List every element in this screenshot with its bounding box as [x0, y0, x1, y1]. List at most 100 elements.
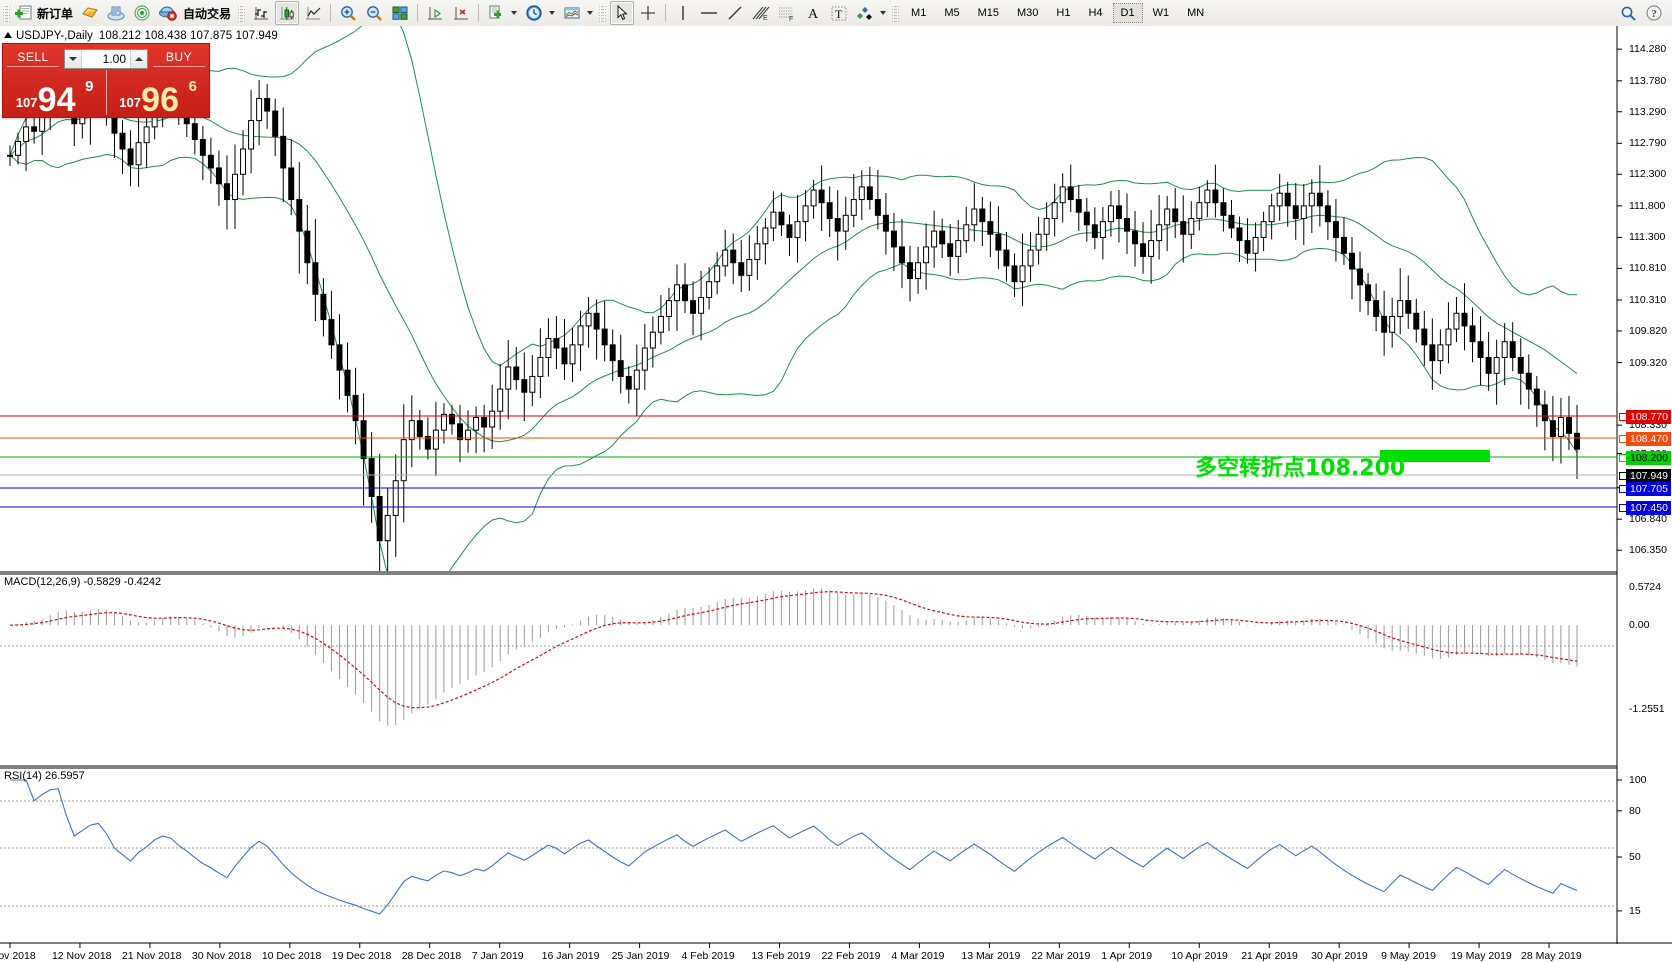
svg-text:F: F: [789, 16, 793, 22]
volume-decrement-button[interactable]: [65, 49, 82, 68]
chart-canvas[interactable]: [0, 26, 1672, 948]
indicators-icon[interactable]: [560, 1, 584, 25]
price-axis-tick-112300: 112.300: [1629, 168, 1667, 181]
cursor-icon[interactable]: [610, 1, 635, 25]
tab-timeframe-d1[interactable]: D1: [1112, 3, 1143, 23]
level-handle-resistance-2[interactable]: [1619, 435, 1627, 443]
price-axis-tick-106840: 106.840: [1629, 513, 1667, 526]
collapse-triangle-icon[interactable]: [4, 32, 12, 38]
text-object-icon[interactable]: T: [827, 1, 851, 25]
volume-increment-button[interactable]: [130, 49, 147, 68]
chart-symbol-header: USDJPY-,Daily 108.212 108.438 107.875 107…: [4, 30, 278, 42]
chevron-down-icon-4[interactable]: [880, 11, 887, 15]
zoom-in-icon[interactable]: [336, 1, 360, 25]
search-icon[interactable]: [1616, 1, 1640, 25]
chart-area[interactable]: USDJPY-,Daily 108.212 108.438 107.875 107…: [0, 26, 1672, 962]
price-level-tag-resistance-2[interactable]: 108.470: [1626, 432, 1671, 446]
level-handle-last-price[interactable]: [1619, 472, 1627, 480]
toolbar-separator-2: [417, 4, 419, 22]
bar-chart-icon[interactable]: [249, 1, 273, 25]
fibonacci-icon[interactable]: F: [775, 1, 799, 25]
autotrading-label[interactable]: 自动交易: [183, 6, 232, 21]
time-axis-label: 13 Mar 2019: [961, 950, 1021, 962]
macd-axis-tick-000: 0.00: [1629, 619, 1650, 632]
data-window-icon[interactable]: [104, 1, 128, 25]
time-axis-label: 9 May 2019: [1381, 950, 1436, 962]
chart-ohlc-values: 108.212 108.438 107.875 107.949: [98, 30, 278, 42]
auto-scroll-icon[interactable]: [449, 1, 473, 25]
time-axis-label: 28 May 2019: [1521, 950, 1582, 962]
rsi-axis-tick-80: 80: [1629, 804, 1641, 817]
macd-indicator-label[interactable]: MACD(12,26,9) -0.5829 -0.4242: [4, 576, 162, 588]
shapes-icon[interactable]: [853, 1, 877, 25]
time-axis-label: 1 Apr 2019: [1101, 950, 1153, 962]
tab-timeframe-w1[interactable]: W1: [1152, 7, 1170, 19]
templates-icon[interactable]: [484, 1, 508, 25]
time-axis-label: 22 Mar 2019: [1031, 950, 1091, 962]
one-click-trade-panel[interactable]: SELL 1.00 BUY 107 94 9 107 96 6: [2, 43, 210, 118]
buy-button[interactable]: BUY: [153, 50, 205, 67]
signals-icon[interactable]: [130, 1, 154, 25]
price-axis-tick-114280: 114.280: [1629, 43, 1667, 56]
time-axis-label: 10 Apr 2019: [1171, 950, 1228, 962]
chart-annotation-text[interactable]: 多空转折点108.200: [1195, 456, 1406, 481]
equidistant-channel-icon[interactable]: E: [749, 1, 773, 25]
line-chart-icon[interactable]: [301, 1, 325, 25]
level-handle-resistance-1[interactable]: [1619, 413, 1627, 421]
price-axis-tick-113290: 113.290: [1629, 105, 1667, 118]
level-handle-support-2[interactable]: [1619, 504, 1627, 512]
price-axis-tick-110810: 110.810: [1629, 262, 1667, 275]
zoom-out-icon[interactable]: [362, 1, 386, 25]
tab-timeframe-mn[interactable]: MN: [1187, 7, 1205, 19]
tile-windows-icon[interactable]: [388, 1, 412, 25]
price-level-tag-pivot[interactable]: 108.200: [1626, 451, 1671, 465]
tab-timeframe-m5[interactable]: M5: [944, 7, 960, 19]
vertical-line-icon[interactable]: [671, 1, 695, 25]
toolbar-grip[interactable]: [3, 4, 10, 22]
autotrading-icon[interactable]: [156, 1, 180, 25]
chevron-down-icon-2[interactable]: [549, 11, 556, 15]
price-axis-tick-112790: 112.790: [1629, 137, 1667, 150]
sell-button[interactable]: SELL: [7, 50, 59, 67]
tab-timeframe-m30[interactable]: M30: [1017, 7, 1039, 19]
toolbar-grip-4[interactable]: [892, 4, 900, 22]
new-order-icon[interactable]: [14, 1, 34, 25]
toolbar-grip-2[interactable]: [238, 4, 246, 22]
time-axis-label: 19 May 2019: [1451, 950, 1512, 962]
volume-stepper[interactable]: 1.00: [64, 48, 148, 69]
price-level-tag-last-price[interactable]: 107.949: [1626, 469, 1671, 483]
level-handle-support-1[interactable]: [1619, 485, 1627, 493]
horizontal-line-icon[interactable]: [697, 1, 721, 25]
chevron-down-icon-3[interactable]: [587, 11, 594, 15]
trendline-icon[interactable]: [723, 1, 747, 25]
new-order-label[interactable]: 新订单: [37, 6, 74, 21]
rsi-axis-tick-15: 15: [1629, 904, 1641, 917]
time-axis-label: 22 Feb 2019: [821, 950, 881, 962]
tab-timeframe-h4[interactable]: H4: [1088, 7, 1103, 19]
volume-input[interactable]: 1.00: [102, 51, 126, 66]
level-handle-pivot[interactable]: [1619, 454, 1627, 462]
help-icon[interactable]: ?: [1642, 1, 1666, 25]
periods-icon[interactable]: [522, 1, 546, 25]
buy-quote[interactable]: 107 96 6: [107, 70, 210, 117]
time-axis-label: 12 Nov 2018: [51, 950, 112, 962]
tab-timeframe-h1[interactable]: H1: [1056, 7, 1071, 19]
sell-quote[interactable]: 107 94 9: [3, 70, 106, 117]
price-level-tag-support-2[interactable]: 107.450: [1626, 501, 1671, 515]
price-level-tag-support-1[interactable]: 107.705: [1626, 482, 1671, 496]
candlestick-chart-icon[interactable]: [275, 1, 300, 25]
tab-timeframe-m15[interactable]: M15: [977, 7, 999, 19]
chevron-down-icon[interactable]: [511, 11, 518, 15]
rsi-indicator-label[interactable]: RSI(14) 26.5957: [4, 770, 85, 782]
toolbar-grip-3[interactable]: [599, 4, 607, 22]
tab-timeframe-m1[interactable]: M1: [911, 7, 927, 19]
trade-panel-top-row: SELL 1.00 BUY: [3, 44, 209, 70]
expert-advisors-icon[interactable]: [78, 1, 102, 25]
time-axis-label: 19 Dec 2018: [331, 950, 392, 962]
time-axis-label: 30 Apr 2019: [1311, 950, 1368, 962]
svg-text:A: A: [808, 7, 819, 22]
price-level-tag-resistance-1[interactable]: 108.770: [1626, 410, 1671, 424]
crosshair-icon[interactable]: [636, 1, 660, 25]
text-label-icon[interactable]: A: [801, 1, 825, 25]
chart-shift-icon[interactable]: [423, 1, 447, 25]
